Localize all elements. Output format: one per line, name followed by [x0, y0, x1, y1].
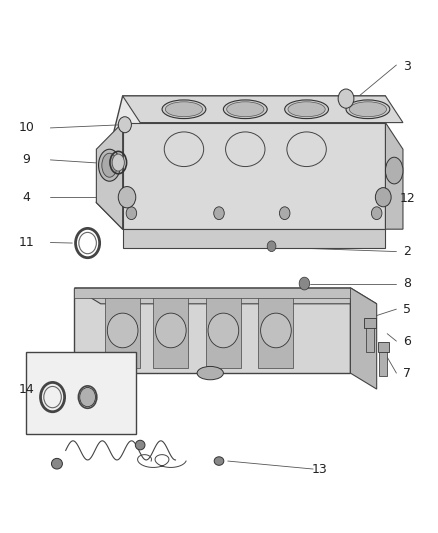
Ellipse shape [346, 100, 390, 118]
Polygon shape [74, 288, 350, 298]
Polygon shape [153, 293, 188, 368]
Circle shape [118, 187, 136, 208]
Circle shape [267, 241, 276, 252]
Bar [378, 342, 389, 352]
Ellipse shape [162, 100, 206, 118]
Circle shape [118, 117, 131, 133]
Circle shape [338, 89, 354, 108]
Circle shape [279, 207, 290, 220]
Ellipse shape [227, 102, 264, 117]
Polygon shape [96, 96, 385, 229]
Polygon shape [385, 123, 403, 229]
Bar [366, 322, 374, 352]
Ellipse shape [223, 100, 267, 118]
Polygon shape [96, 123, 123, 229]
Polygon shape [258, 293, 293, 368]
Bar [379, 346, 387, 376]
Text: 4: 4 [22, 191, 30, 204]
Text: 7: 7 [403, 367, 411, 379]
Circle shape [80, 387, 95, 407]
Ellipse shape [285, 100, 328, 118]
Polygon shape [74, 288, 377, 304]
Ellipse shape [197, 367, 223, 379]
Text: 13: 13 [312, 463, 328, 475]
Text: 9: 9 [22, 154, 30, 166]
Text: 12: 12 [399, 192, 415, 205]
Ellipse shape [214, 457, 224, 465]
Ellipse shape [288, 102, 325, 117]
Polygon shape [74, 288, 350, 373]
Ellipse shape [52, 458, 63, 469]
Polygon shape [105, 293, 140, 368]
Text: 10: 10 [18, 122, 34, 134]
Text: 11: 11 [18, 236, 34, 249]
Circle shape [371, 207, 382, 220]
Ellipse shape [78, 386, 97, 408]
Ellipse shape [135, 440, 145, 450]
Text: 14: 14 [18, 383, 34, 395]
Ellipse shape [107, 313, 138, 348]
Text: 2: 2 [403, 245, 411, 258]
Text: 6: 6 [403, 335, 411, 348]
Circle shape [214, 207, 224, 220]
Ellipse shape [102, 154, 117, 177]
Ellipse shape [349, 102, 386, 117]
Polygon shape [123, 123, 385, 229]
Circle shape [375, 188, 391, 207]
Polygon shape [206, 293, 241, 368]
Ellipse shape [112, 154, 124, 171]
Text: 3: 3 [403, 60, 411, 73]
Polygon shape [350, 288, 377, 389]
Text: 5: 5 [403, 303, 411, 316]
Ellipse shape [261, 313, 291, 348]
Bar [364, 318, 376, 328]
Ellipse shape [155, 313, 186, 348]
Polygon shape [123, 229, 385, 248]
Ellipse shape [99, 149, 120, 181]
Ellipse shape [165, 102, 202, 117]
FancyBboxPatch shape [26, 352, 136, 434]
Ellipse shape [385, 157, 403, 184]
Text: 8: 8 [403, 277, 411, 290]
Circle shape [299, 277, 310, 290]
Circle shape [126, 207, 137, 220]
Polygon shape [123, 96, 403, 123]
Ellipse shape [208, 313, 239, 348]
